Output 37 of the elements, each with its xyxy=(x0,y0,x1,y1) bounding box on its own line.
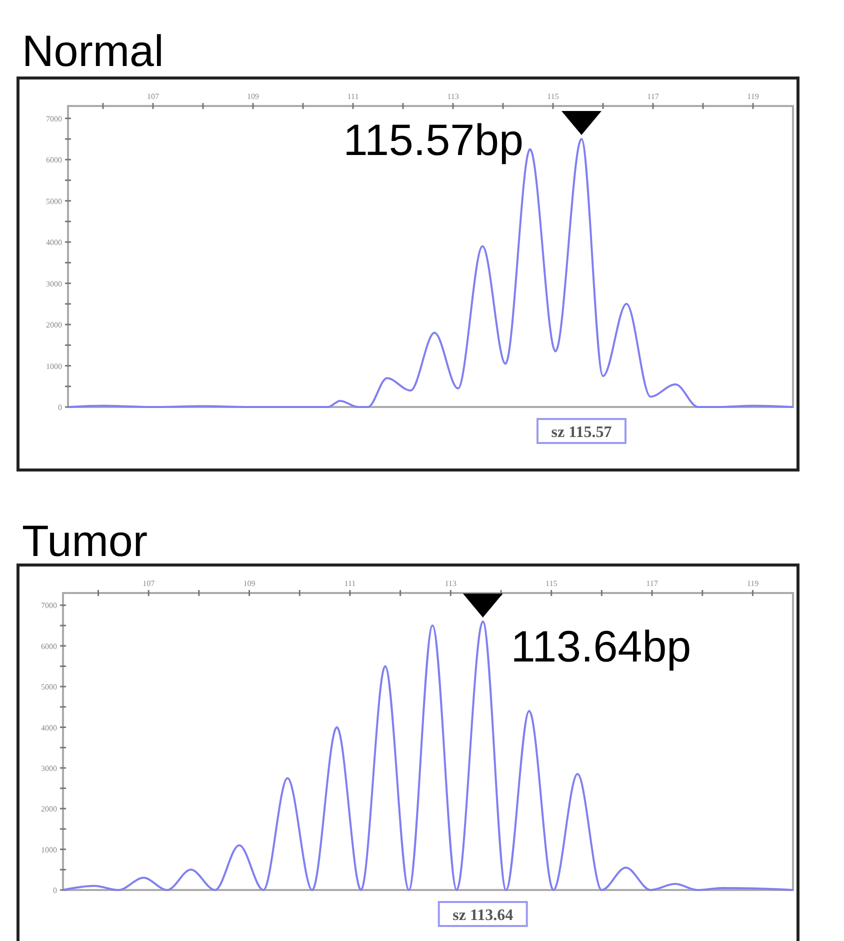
x-tick-label: 119 xyxy=(746,579,759,588)
y-tick-label: 2000 xyxy=(46,320,62,330)
x-tick-label: 113 xyxy=(444,579,457,588)
x-tick-label: 107 xyxy=(147,92,159,101)
text: sz 115.57 xyxy=(551,424,612,441)
chart-title: Tumor xyxy=(22,517,148,566)
x-tick-label: 111 xyxy=(344,579,356,588)
x-tick-label: 113 xyxy=(447,92,459,101)
y-tick-label: 7000 xyxy=(41,601,57,610)
x-tick-label: 109 xyxy=(243,579,256,588)
y-tick-label: 6000 xyxy=(41,642,57,651)
y-tick-label: 4000 xyxy=(46,238,62,248)
x-tick-label: 109 xyxy=(247,92,259,101)
y-tick-label: 6000 xyxy=(46,156,62,165)
text: sz 113.64 xyxy=(452,907,514,924)
y-tick-label: 1000 xyxy=(41,845,57,854)
y-tick-label: 0 xyxy=(53,886,57,895)
y-tick-label: 3000 xyxy=(41,764,57,773)
y-tick-label: 5000 xyxy=(46,196,62,206)
x-tick-label: 111 xyxy=(347,92,359,101)
x-tick-label: 117 xyxy=(647,92,659,101)
x-tick-label: 117 xyxy=(646,579,658,588)
x-tick-label: 115 xyxy=(547,92,559,101)
annotation: 115.57bp xyxy=(343,116,524,165)
line-series xyxy=(62,620,794,891)
y-tick-label: 4000 xyxy=(41,723,57,732)
annotation: 113.64bp xyxy=(510,622,692,672)
y-tick-label: 1000 xyxy=(46,362,62,371)
y-tick-label: 7000 xyxy=(46,114,62,124)
y-tick-label: 2000 xyxy=(41,804,57,814)
x-tick-label: 115 xyxy=(545,579,558,588)
y-tick-label: 5000 xyxy=(41,682,57,692)
chart-title: Normal xyxy=(22,27,164,76)
y-tick-label: 0 xyxy=(58,403,62,412)
y-tick-label: 3000 xyxy=(46,279,62,288)
x-tick-label: 119 xyxy=(747,92,759,101)
x-tick-label: 107 xyxy=(142,579,155,588)
